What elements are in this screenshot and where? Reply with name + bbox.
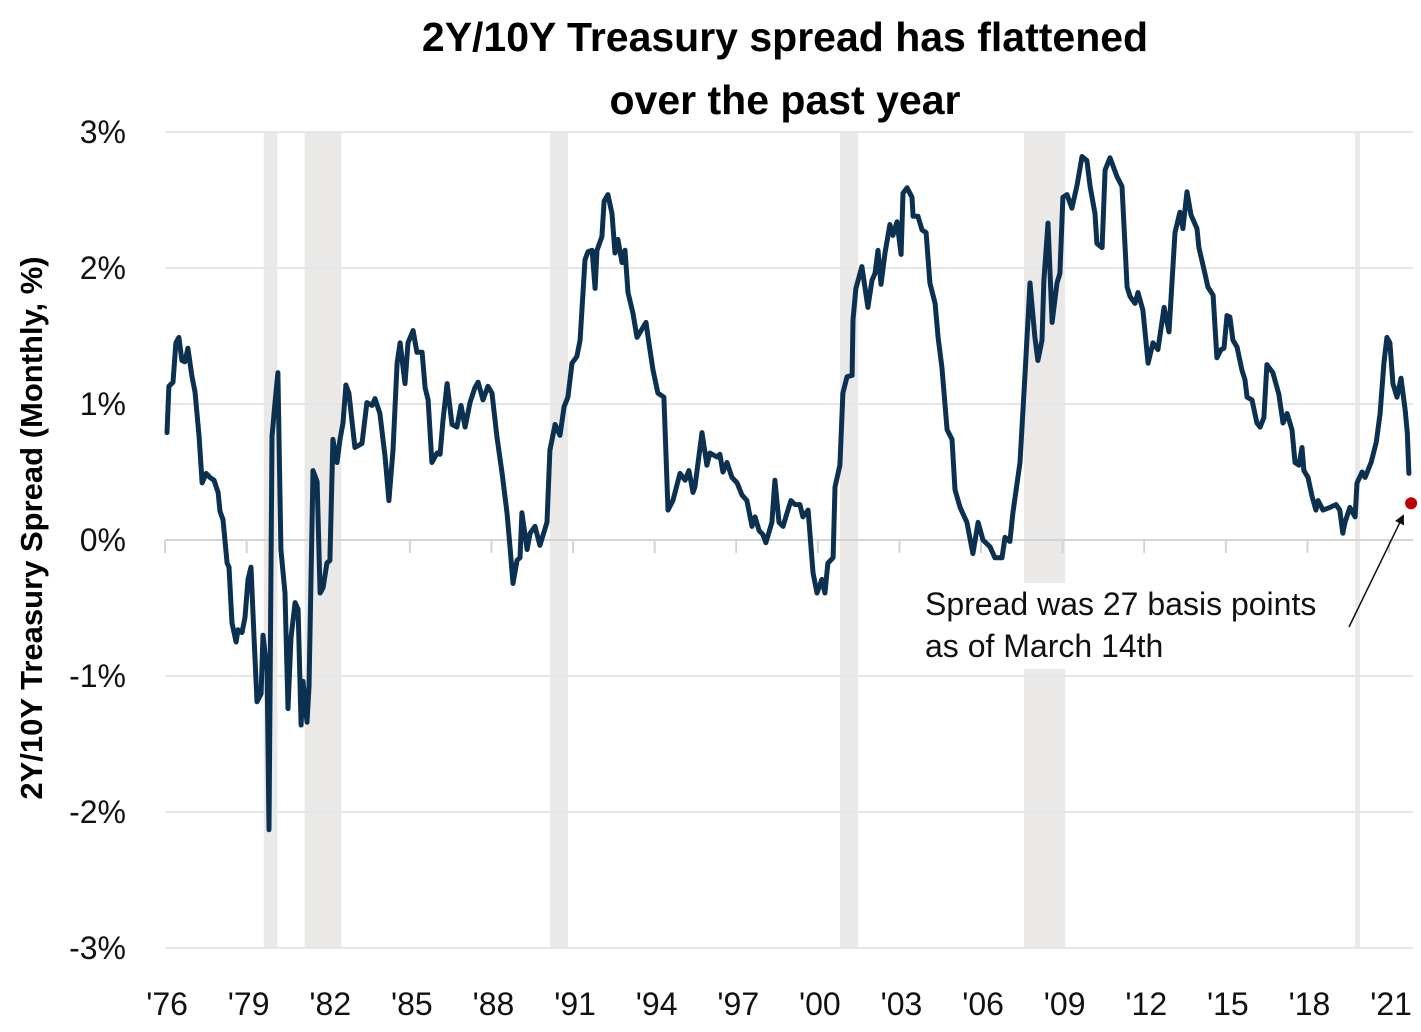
x-tick-label: '00 (799, 986, 841, 1022)
chart-title-line-1: 2Y/10Y Treasury spread has flattened (422, 14, 1148, 60)
series-line-2y10y-spread (164, 154, 1412, 833)
x-tick-label: '06 (962, 986, 1004, 1022)
y-tick-label: 3% (80, 114, 126, 150)
x-tick-label: '09 (1044, 986, 1086, 1022)
x-tick-label: '03 (881, 986, 923, 1022)
x-tick-label: '91 (554, 986, 596, 1022)
y-tick-label: 0% (80, 522, 126, 558)
annotation-line-1: Spread was 27 basis points (925, 586, 1316, 622)
x-tick-label: '79 (228, 986, 270, 1022)
x-tick-label: '94 (636, 986, 678, 1022)
y-tick-label: 2% (80, 250, 126, 286)
y-tick-label: -2% (69, 794, 126, 830)
x-tick-label: '21 (1370, 986, 1412, 1022)
chart-title-line-2: over the past year (610, 77, 961, 123)
x-tick-label: '82 (309, 986, 351, 1022)
y-axis-title: 2Y/10Y Treasury Spread (Monthly, %) (14, 256, 49, 799)
x-tick-label: '12 (1125, 986, 1167, 1022)
x-tick-label: '97 (717, 986, 759, 1022)
x-tick-label: '18 (1289, 986, 1331, 1022)
annotation-background (918, 583, 1350, 669)
y-tick-label: 1% (80, 386, 126, 422)
x-tick-label: '88 (473, 986, 515, 1022)
x-axis-ticks: '76 '79 '82 '85 '88 '91 '94 '97 '00 '03 '06 '09 '12 '… (146, 540, 1412, 1022)
y-tick-label: -1% (69, 658, 126, 694)
annotation-line-2: as of March 14th (925, 628, 1163, 664)
annotation-arrow (1348, 514, 1404, 628)
x-tick-label: '15 (1207, 986, 1249, 1022)
x-tick-label: '76 (146, 986, 188, 1022)
y-axis-ticks: 3% 2% 1% 0% -1% -2% -3% (69, 114, 126, 966)
latest-value-dot (1405, 497, 1418, 510)
y-tick-label: -3% (69, 930, 126, 966)
x-tick-label: '85 (391, 986, 433, 1022)
